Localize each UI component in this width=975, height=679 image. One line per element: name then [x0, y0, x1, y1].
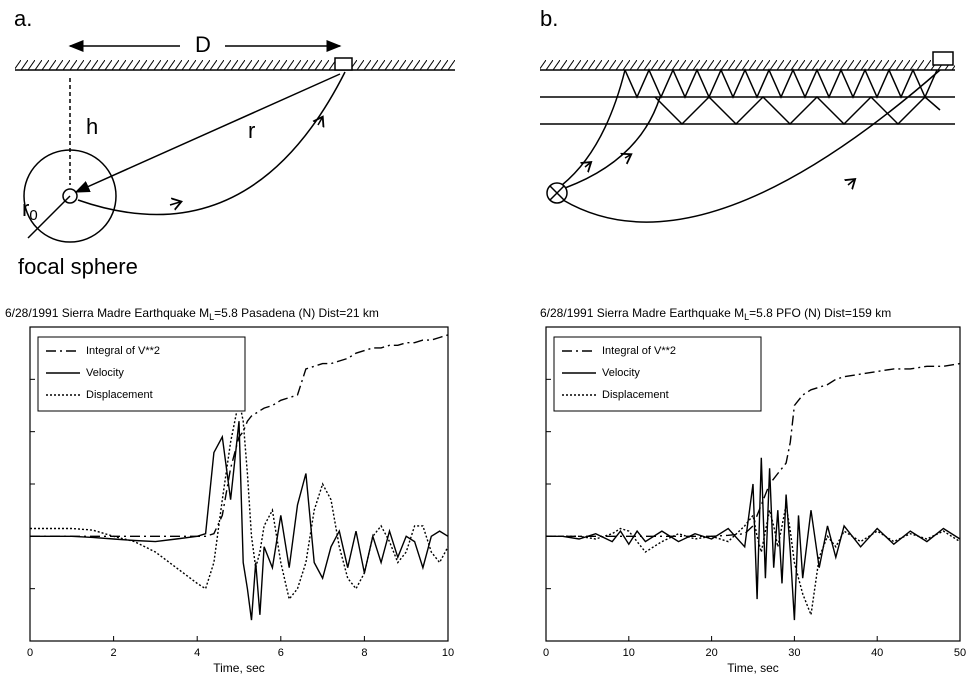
- series-line: [546, 457, 961, 621]
- source: [62, 188, 78, 204]
- title-part: =5.8 Pasadena (N) Dist=21 km: [214, 306, 379, 320]
- x-axis-label: Time, sec: [727, 661, 779, 675]
- panel-label: a.: [14, 6, 32, 31]
- x-tick-label: 0: [543, 647, 549, 659]
- x-tick-label: 2: [111, 647, 117, 659]
- chart-title: 6/28/1991 Sierra Madre Earthquake ML=5.8…: [5, 306, 379, 322]
- depth-label: h: [86, 114, 98, 139]
- x-axis-label: Time, sec: [213, 661, 265, 675]
- legend-label: Velocity: [86, 367, 124, 379]
- legend-label: Displacement: [602, 389, 669, 401]
- panel-label: b.: [540, 6, 558, 31]
- reverberations: [654, 95, 941, 126]
- x-tick-label: 10: [442, 647, 454, 659]
- title-part: L: [209, 312, 214, 322]
- radius-label: r: [248, 118, 255, 143]
- x-tick-label: 6: [278, 647, 284, 659]
- diagram-a: a. D h r r0 focal sphere: [14, 6, 455, 279]
- ray-path: [562, 69, 941, 223]
- legend-box: [37, 336, 246, 412]
- station: [334, 57, 353, 71]
- x-tick-label: 40: [871, 647, 883, 659]
- series-line: [30, 400, 449, 601]
- ray-path: [564, 96, 661, 189]
- radius-line: [27, 195, 71, 239]
- source-cross: [549, 185, 565, 201]
- diagram-b: b.: [540, 6, 955, 223]
- label-part: r: [22, 196, 29, 221]
- station: [932, 51, 954, 66]
- ray-arrow: [585, 163, 590, 167]
- title-part: L: [744, 312, 749, 322]
- x-tick-label: 10: [623, 647, 635, 659]
- ray-arrow: [625, 155, 630, 158]
- legend-label: Integral of V**2: [86, 345, 160, 357]
- x-tick-label: 20: [705, 647, 717, 659]
- source: [546, 182, 568, 204]
- x-tick-label: 30: [788, 647, 800, 659]
- ray-path: [561, 69, 626, 186]
- title-part: =5.8 PFO (N) Dist=159 km: [749, 306, 891, 320]
- chart-title: 6/28/1991 Sierra Madre Earthquake ML=5.8…: [540, 306, 891, 322]
- ground-hatch: [540, 60, 955, 70]
- ray-path: [77, 71, 346, 216]
- legend-label: Integral of V**2: [602, 345, 676, 357]
- distance-label: D: [195, 32, 211, 57]
- x-tick-label: 8: [361, 647, 367, 659]
- x-tick-label: 0: [27, 647, 33, 659]
- focal-sphere: [23, 149, 117, 243]
- series-line: [30, 334, 449, 537]
- legend-label: Displacement: [86, 389, 153, 401]
- reverberations: [624, 68, 938, 99]
- x-tick-label: 4: [194, 647, 200, 659]
- series-line: [546, 504, 961, 618]
- ray: [74, 73, 341, 193]
- title-part: 6/28/1991 Sierra Madre Earthquake M: [540, 306, 744, 320]
- series-line: [30, 421, 449, 621]
- ray-arrow: [169, 202, 180, 205]
- ground-hatch: [15, 60, 455, 70]
- source-radius-label: r0: [22, 196, 38, 224]
- label-part: 0: [29, 207, 37, 224]
- legend-box: [553, 336, 762, 412]
- caption: focal sphere: [18, 254, 138, 279]
- ray-arrow: [848, 180, 854, 185]
- x-tick-label: 50: [954, 647, 966, 659]
- legend-label: Velocity: [602, 367, 640, 379]
- title-part: 6/28/1991 Sierra Madre Earthquake M: [5, 306, 209, 320]
- ray-arrow: [318, 118, 322, 125]
